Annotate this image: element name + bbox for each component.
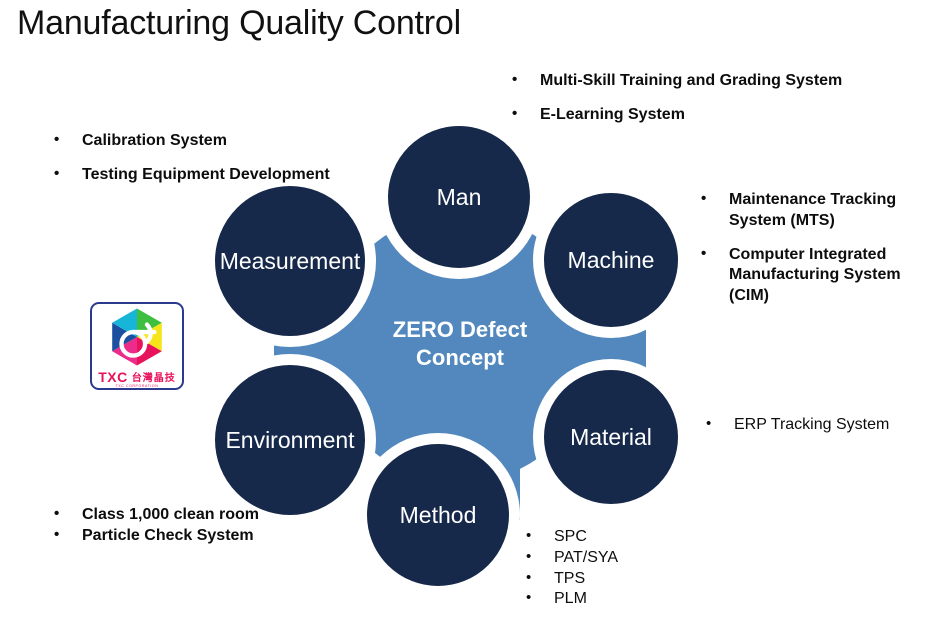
node-measurement-label: Measurement bbox=[219, 247, 361, 274]
logo-wordmark: TXC 台灣晶技 bbox=[92, 370, 182, 384]
bullets-machine: Maintenance Tracking System (MTS) Comput… bbox=[695, 189, 910, 307]
bullets-material: ERP Tracking System bbox=[700, 414, 925, 436]
node-material-label: Material bbox=[570, 423, 652, 450]
bullet-item: TPS bbox=[520, 568, 740, 590]
bullet-item: E-Learning System bbox=[506, 104, 866, 126]
bullet-item: ERP Tracking System bbox=[700, 414, 925, 436]
bullet-item: Multi-Skill Training and Grading System bbox=[506, 70, 866, 92]
bullet-item: Calibration System bbox=[48, 130, 338, 152]
bullet-item: PLM bbox=[520, 588, 740, 610]
bullets-measurement: Calibration System Testing Equipment Dev… bbox=[48, 130, 338, 186]
bullet-item: SPC bbox=[520, 526, 740, 548]
node-method[interactable]: Method bbox=[364, 441, 512, 589]
node-method-label: Method bbox=[399, 501, 477, 528]
node-material[interactable]: Material bbox=[541, 367, 681, 507]
node-environment[interactable]: Environment bbox=[212, 362, 368, 518]
node-machine[interactable]: Machine bbox=[541, 190, 681, 330]
hub-label-line1: ZERO Defect bbox=[392, 317, 528, 342]
bullet-item: Testing Equipment Development bbox=[48, 164, 338, 186]
bullet-item: PAT/SYA bbox=[520, 547, 740, 569]
logo-subtitle: TXC CORPORATION bbox=[115, 384, 159, 388]
node-man-label: Man bbox=[436, 183, 482, 210]
logo-chinese-text: 台灣晶技 bbox=[131, 373, 176, 384]
hub-label: ZERO Defect Concept bbox=[340, 316, 580, 372]
logo-txc-text: TXC bbox=[98, 369, 128, 385]
hexagon-sigma-icon bbox=[112, 308, 162, 366]
bullet-item: Maintenance Tracking System (MTS) bbox=[695, 189, 910, 232]
node-environment-label: Environment bbox=[225, 426, 355, 453]
bullets-method: SPC PAT/SYA TPS PLM bbox=[520, 526, 740, 610]
node-measurement[interactable]: Measurement bbox=[212, 183, 368, 339]
bullet-item: Computer Integrated Manufacturing System… bbox=[695, 244, 910, 307]
hub-label-line2: Concept bbox=[416, 345, 504, 371]
bullets-environment: Class 1,000 clean room Particle Check Sy… bbox=[48, 504, 348, 547]
bullet-item: Particle Check System bbox=[48, 525, 348, 547]
txc-logo: TXC 台灣晶技 TXC CORPORATION bbox=[90, 302, 184, 390]
node-machine-label: Machine bbox=[567, 246, 655, 273]
bullet-item: Class 1,000 clean room bbox=[48, 504, 348, 526]
node-man[interactable]: Man bbox=[385, 123, 533, 271]
bullets-man: Multi-Skill Training and Grading System … bbox=[506, 70, 866, 126]
